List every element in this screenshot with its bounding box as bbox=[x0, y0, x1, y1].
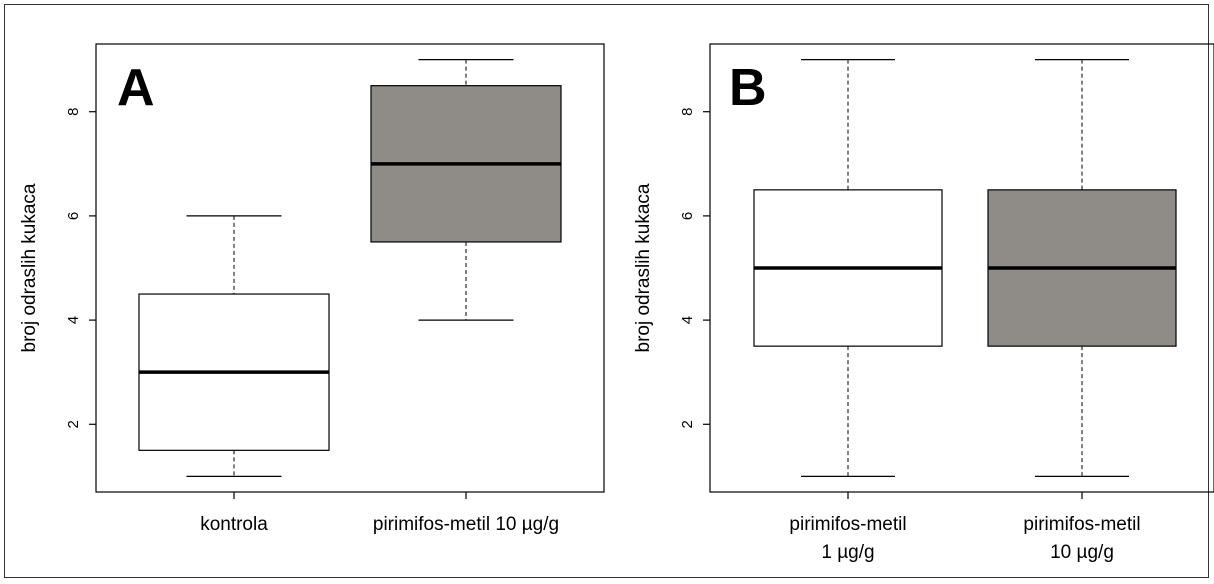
y-tick-label: 2 bbox=[65, 420, 82, 428]
x-tick-label: 1 µg/g bbox=[821, 542, 874, 563]
x-tick-label: pirimifos-metil 10 µg/g bbox=[373, 514, 559, 535]
y-tick-label: 8 bbox=[679, 108, 696, 116]
x-tick-label: pirimifos-metil bbox=[789, 514, 906, 535]
y-tick-label: 6 bbox=[679, 212, 696, 220]
y-axis-label: broj odraslih kukaca bbox=[633, 183, 654, 352]
box-1 bbox=[753, 59, 943, 477]
panel-b: 2 4 6 8 broj odraslih kukaca Bpirimifos-metil… bbox=[633, 43, 1214, 563]
plot-frame bbox=[95, 43, 605, 493]
y-tick-label: 4 bbox=[679, 316, 696, 324]
x-tick-label: kontrola bbox=[200, 514, 268, 535]
y-axis-label: broj odraslih kukaca bbox=[19, 183, 40, 352]
box-1 bbox=[138, 215, 330, 477]
y-tick-label: 4 bbox=[65, 316, 82, 324]
figure-border bbox=[4, 4, 1209, 578]
panel-label: A bbox=[117, 59, 155, 117]
x-tick-label: 10 µg/g bbox=[1050, 542, 1114, 563]
y-tick-label: 8 bbox=[65, 108, 82, 116]
panel-label: B bbox=[729, 59, 767, 117]
box-2 bbox=[370, 59, 562, 321]
box-2 bbox=[987, 59, 1177, 477]
x-tick-label: pirimifos-metil bbox=[1023, 514, 1140, 535]
plot-frame bbox=[709, 43, 1214, 493]
y-tick-label: 2 bbox=[679, 420, 696, 428]
y-tick-label: 6 bbox=[65, 212, 82, 220]
